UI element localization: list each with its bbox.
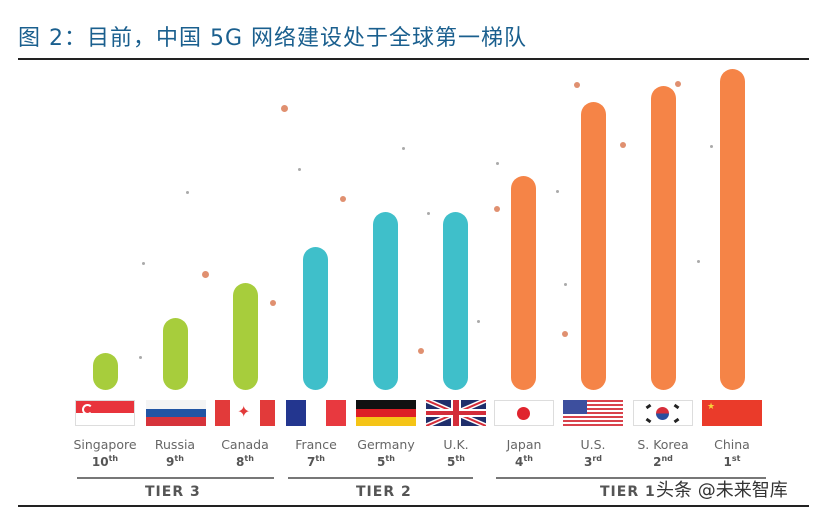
rank-label: 8th — [236, 454, 254, 469]
tier2-label: TIER 2 — [356, 484, 412, 500]
bar-france — [303, 247, 328, 390]
tier2-line — [288, 477, 473, 479]
bar-us — [581, 102, 606, 390]
country-label: U.K. — [443, 437, 469, 452]
rank-label: 7th — [307, 454, 325, 469]
flag-japan-icon — [494, 400, 554, 426]
tier3-label: TIER 3 — [145, 484, 201, 500]
bar-russia — [163, 318, 188, 390]
rank-label: 4th — [515, 454, 533, 469]
rank-label: 2nd — [653, 454, 673, 469]
watermark: 头条 @未来智库 — [656, 480, 788, 501]
country-label: France — [295, 437, 337, 452]
flag-south-korea-icon — [633, 400, 693, 426]
bottom-rule — [18, 505, 809, 507]
country-label: Canada — [221, 437, 269, 452]
country-label: Japan — [506, 437, 542, 452]
flag-germany-icon — [356, 400, 416, 426]
top-rule — [18, 58, 809, 60]
rank-label: 10th — [91, 454, 119, 469]
country-label: U.S. — [580, 437, 606, 452]
flag-singapore-icon — [75, 400, 135, 426]
rank-label: 5th — [377, 454, 395, 469]
rank-label: 1st — [723, 454, 741, 469]
country-label: Russia — [154, 437, 196, 452]
country-label: Germany — [357, 437, 415, 452]
bar-japan — [511, 176, 536, 390]
tier1-label: TIER 1 — [600, 484, 656, 500]
rank-label: 9th — [166, 454, 184, 469]
figure-title: 图 2：目前，中国 5G 网络建设处于全球第一梯队 — [18, 26, 528, 51]
flag-us-icon — [563, 400, 623, 426]
country-label: S. Korea — [637, 437, 689, 452]
bar-china — [720, 69, 745, 390]
rank-label: 5th — [447, 454, 465, 469]
bar-singapore — [93, 353, 118, 390]
tier3-line — [77, 477, 274, 479]
flag-russia-icon — [146, 400, 206, 426]
flag-canada-icon: ✦ — [215, 400, 275, 426]
tier1-line — [496, 477, 766, 479]
flag-uk-icon — [426, 400, 486, 426]
flag-france-icon — [286, 400, 346, 426]
bar-south-korea — [651, 86, 676, 390]
bar-germany — [373, 212, 398, 390]
country-label: Singapore — [73, 437, 137, 452]
bar-uk — [443, 212, 468, 390]
bar-canada — [233, 283, 258, 390]
flag-china-icon: ★ — [702, 400, 762, 426]
country-label: China — [714, 437, 750, 452]
rank-label: 3rd — [583, 454, 603, 469]
